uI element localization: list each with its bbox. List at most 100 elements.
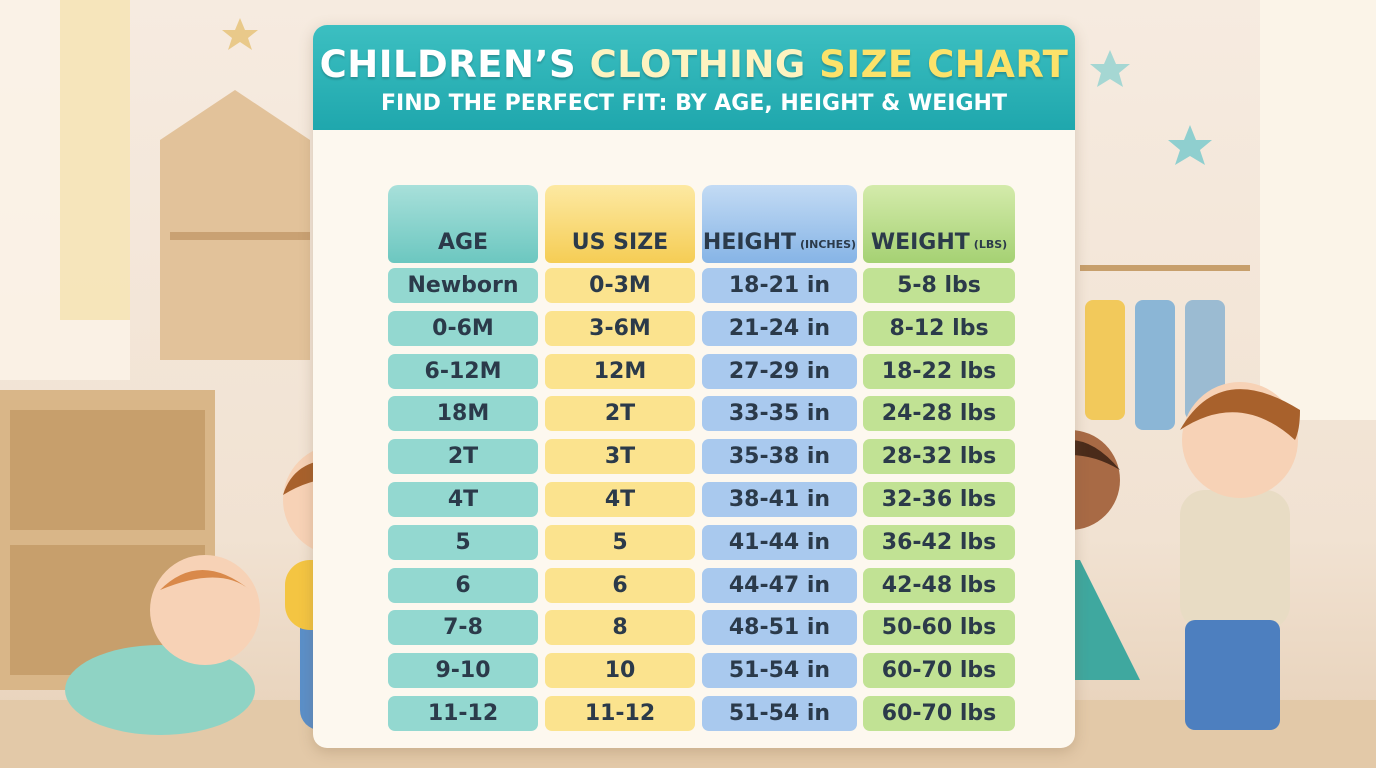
column-unit: (INCHES) xyxy=(800,238,857,251)
table-cell: 5-8 lbs xyxy=(863,268,1015,303)
header-band xyxy=(313,25,1075,130)
cell-text: 51-54 in xyxy=(728,658,831,684)
cell-text: 32-36 lbs xyxy=(881,487,997,512)
cell-text: 18-22 lbs xyxy=(881,358,997,384)
subtitle: FIND THE PERFECT FIT: BY AGE, HEIGHT & W… xyxy=(381,91,1007,116)
cell-text: 36-42 lbs xyxy=(881,529,997,555)
cell-text: 5 xyxy=(455,529,471,555)
cell-text: 27-29 in xyxy=(728,358,831,384)
table-cell: 35-38 in xyxy=(702,439,857,475)
cell-text: 10 xyxy=(604,658,636,684)
table-cell: 33-35 in xyxy=(702,396,857,432)
cell-text: 35-38 in xyxy=(728,444,831,470)
cell-text: 6 xyxy=(612,572,628,598)
cell-text: 11-12 xyxy=(427,701,499,726)
table-cell: 51-54 in xyxy=(702,653,857,689)
column-header: HEIGHT (INCHES) xyxy=(702,185,857,263)
cell-text: 18M xyxy=(436,401,490,427)
table-cell: 21-24 in xyxy=(702,310,857,346)
cell-text: 21-24 in xyxy=(728,315,831,341)
column-header: WEIGHT (LBS) xyxy=(863,185,1015,263)
cell-text: 44-47 in xyxy=(728,572,831,598)
table-cell: 6 xyxy=(388,567,538,603)
size-chart-panel: CHILDREN’S CLOTHING SIZE CHART FIND THE … xyxy=(313,25,1075,748)
cell-text: 50-60 lbs xyxy=(881,615,997,641)
table-cell: 18M xyxy=(388,396,538,432)
table-cell: 2T xyxy=(545,396,695,432)
cell-text: 38-41 in xyxy=(728,487,831,512)
column-header: US SIZE xyxy=(545,185,695,263)
table-cell: 4T xyxy=(388,482,538,517)
cell-text: 24-28 lbs xyxy=(881,401,997,427)
table-cell: 24-28 lbs xyxy=(863,396,1015,432)
cell-text: 51-54 in xyxy=(728,701,831,726)
cell-text: 60-70 lbs xyxy=(881,701,997,726)
column-label: US SIZE xyxy=(571,230,669,255)
cell-text: 5-8 lbs xyxy=(897,273,981,298)
cell-text: 28-32 lbs xyxy=(881,444,997,470)
table-cell: 6-12M xyxy=(388,353,538,389)
table-cell: 50-60 lbs xyxy=(863,610,1015,646)
table-cell: Newborn xyxy=(388,268,538,303)
table-cell: 48-51 in xyxy=(702,610,857,646)
cell-text: 42-48 lbs xyxy=(881,572,997,598)
table-cell: 4T xyxy=(545,482,695,517)
cell-text: 6-12M xyxy=(424,358,502,384)
cell-text: 9-10 xyxy=(435,658,491,684)
table-cell: 27-29 in xyxy=(702,353,857,389)
cell-text: 0-3M xyxy=(589,273,651,298)
table: AGE US SIZE HEIGHT (INCHES) WEIGHT (LBS) Newbo… xyxy=(313,25,1075,748)
column-label: AGE xyxy=(437,230,489,255)
cell-text: 3T xyxy=(604,444,636,470)
cell-text: 4T xyxy=(447,487,479,512)
title-part: SIZE CHART xyxy=(819,43,1069,86)
cell-text: 5 xyxy=(612,529,628,555)
table-cell: 2T xyxy=(388,439,538,475)
table-cell: 6 xyxy=(545,567,695,603)
cell-text: 7-8 xyxy=(443,615,483,641)
column-label: WEIGHT xyxy=(870,230,970,255)
cell-text: 0-6M xyxy=(432,315,494,341)
column-label: HEIGHT xyxy=(702,230,797,255)
table-cell: 9-10 xyxy=(388,653,538,689)
cell-text: 8-12 lbs xyxy=(889,315,989,341)
cell-text: 4T xyxy=(604,487,636,512)
table-cell: 41-44 in xyxy=(702,524,857,560)
table-cell: 3-6M xyxy=(545,310,695,346)
table-cell: 3T xyxy=(545,439,695,475)
table-cell: 42-48 lbs xyxy=(863,567,1015,603)
cell-text: 33-35 in xyxy=(728,401,831,427)
cell-text: 12M xyxy=(593,358,647,384)
cell-text: 11-12 xyxy=(584,701,656,726)
cell-text: 48-51 in xyxy=(728,615,831,641)
table-cell: 11-12 xyxy=(388,696,538,731)
table-cell: 36-42 lbs xyxy=(863,524,1015,560)
table-cell: 8-12 lbs xyxy=(863,310,1015,346)
table-cell: 60-70 lbs xyxy=(863,696,1015,731)
table-cell: 7-8 xyxy=(388,610,538,646)
table-cell: 0-3M xyxy=(545,268,695,303)
cell-text: 6 xyxy=(455,572,471,598)
table-cell: 5 xyxy=(388,524,538,560)
table-cell: 44-47 in xyxy=(702,567,857,603)
table-cell: 12M xyxy=(545,353,695,389)
title-part: CHILDREN’S xyxy=(319,43,577,86)
table-cell: 5 xyxy=(545,524,695,560)
table-cell: 8 xyxy=(545,610,695,646)
table-cell: 32-36 lbs xyxy=(863,482,1015,517)
cell-text: 2T xyxy=(604,401,636,427)
table-cell: 18-22 lbs xyxy=(863,353,1015,389)
cell-text: 2T xyxy=(447,444,479,470)
cell-text: 3-6M xyxy=(589,315,651,341)
table-cell: 60-70 lbs xyxy=(863,653,1015,689)
cell-text: 41-44 in xyxy=(728,529,831,555)
table-cell: 28-32 lbs xyxy=(863,439,1015,475)
table-cell: 51-54 in xyxy=(702,696,857,731)
table-cell: 10 xyxy=(545,653,695,689)
table-cell: 0-6M xyxy=(388,310,538,346)
title-part: CLOTHING xyxy=(589,43,806,86)
table-cell: 18-21 in xyxy=(702,268,857,303)
column-header: AGE xyxy=(388,185,538,263)
cell-text: Newborn xyxy=(407,273,519,298)
